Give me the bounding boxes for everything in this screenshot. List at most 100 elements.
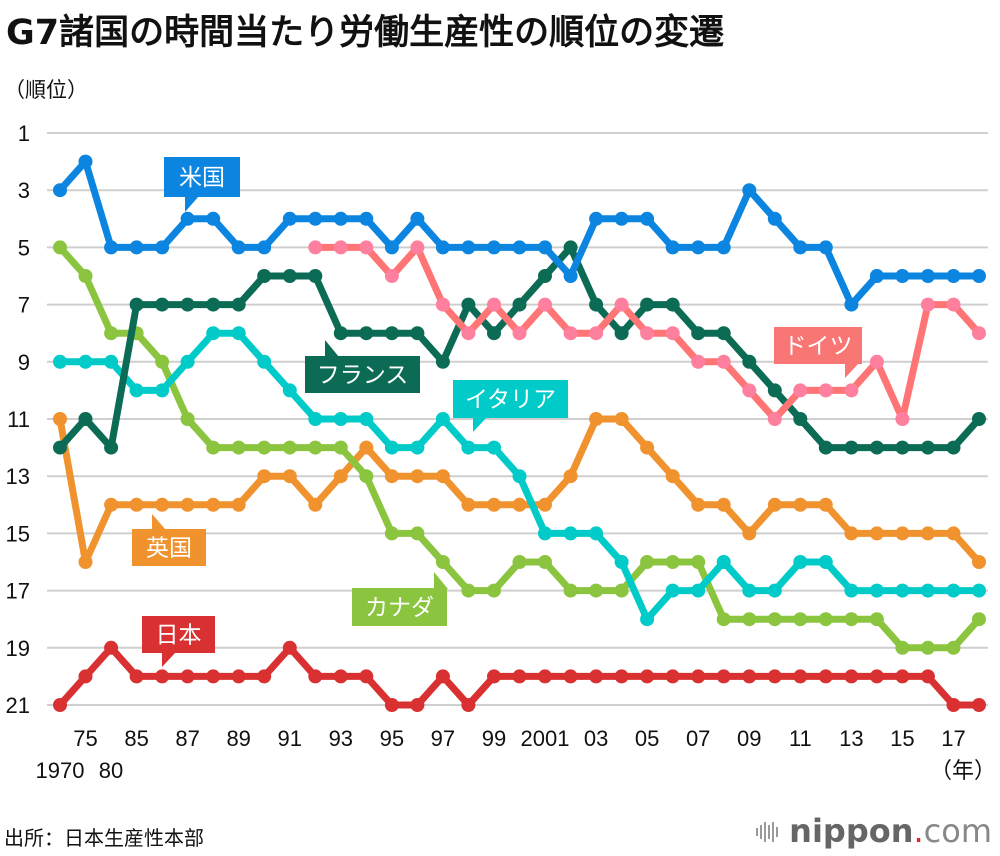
point-france-2013	[844, 440, 859, 455]
point-canada-2001	[538, 555, 552, 569]
series-name: ドイツ	[784, 334, 853, 360]
point-canada-2011	[793, 612, 808, 627]
point-uk-1996	[410, 469, 425, 484]
point-usa-1985	[129, 240, 144, 255]
chart-title: G7諸国の時間当たり労働生産性の順位の変遷	[6, 13, 725, 53]
series-japan	[53, 640, 986, 712]
label-pointer	[185, 196, 199, 212]
point-italy-2015	[895, 583, 910, 598]
point-germany-2003	[589, 326, 604, 341]
point-germany-1999	[487, 297, 501, 312]
y-tick-label: 9	[18, 350, 30, 375]
point-italy-1985	[129, 383, 144, 398]
point-usa-2004	[614, 211, 629, 226]
point-italy-1989	[231, 326, 246, 341]
point-usa-1999	[487, 240, 501, 255]
point-uk-1970	[53, 412, 67, 426]
point-canada-2002	[563, 583, 578, 598]
point-uk-1997	[435, 469, 450, 484]
x-tick-label: 93	[329, 726, 353, 751]
point-france-1987	[180, 297, 195, 312]
point-italy-2006	[665, 583, 680, 598]
point-italy-2017	[946, 583, 961, 598]
point-italy-1998	[461, 440, 476, 455]
point-france-2010	[767, 383, 782, 398]
series-name: 英国	[146, 536, 192, 562]
label-box	[305, 356, 420, 393]
label-box	[142, 616, 215, 653]
logo-main: nippon	[789, 812, 914, 850]
point-germany-2004	[614, 297, 629, 312]
point-france-2018	[972, 412, 986, 426]
point-uk-2004	[614, 412, 629, 426]
point-japan-1994	[359, 669, 374, 684]
point-usa-2006	[665, 240, 680, 255]
point-france-1980	[104, 440, 119, 455]
point-uk-1998	[461, 497, 476, 512]
point-italy-2001	[538, 526, 552, 541]
point-japan-1995	[384, 698, 399, 712]
x-tick-label: 89	[226, 726, 250, 751]
point-germany-1997	[435, 297, 450, 312]
point-japan-2012	[818, 669, 833, 684]
point-japan-1996	[410, 698, 425, 712]
point-uk-2000	[512, 497, 527, 512]
point-japan-2005	[640, 669, 655, 684]
nippon-logo: nippon.com	[755, 812, 992, 852]
point-france-2005	[640, 297, 655, 312]
x-tick-label: 13	[839, 726, 863, 751]
point-germany-2005	[640, 326, 655, 341]
point-usa-2015	[895, 269, 910, 283]
point-canada-2014	[869, 612, 884, 627]
point-uk-2016	[920, 526, 935, 541]
point-germany-2016	[920, 297, 935, 312]
point-germany-2011	[793, 383, 808, 398]
point-japan-1985	[129, 669, 144, 684]
point-germany-2009	[742, 383, 757, 398]
label-box	[132, 529, 206, 566]
point-italy-2012	[818, 555, 833, 569]
point-germany-1995	[384, 269, 399, 283]
label-pointer	[162, 652, 176, 667]
label-germany: ドイツ	[774, 327, 862, 378]
point-italy-1995	[384, 440, 399, 455]
point-italy-2009	[742, 583, 757, 598]
point-italy-1988	[206, 326, 221, 341]
point-canada-2017	[946, 640, 961, 655]
point-italy-2007	[691, 583, 706, 598]
point-canada-2003	[589, 583, 604, 598]
point-canada-1988	[206, 440, 221, 455]
point-uk-2005	[640, 440, 655, 455]
series-name: 米国	[179, 165, 225, 191]
point-france-2015	[895, 440, 910, 455]
point-japan-2014	[869, 669, 884, 684]
point-canada-1986	[155, 354, 170, 369]
series-name: カナダ	[365, 595, 434, 621]
point-usa-2013	[844, 297, 859, 312]
point-usa-2011	[793, 240, 808, 255]
y-tick-label: 11	[7, 407, 30, 432]
label-box	[352, 588, 447, 626]
point-france-2007	[691, 326, 706, 341]
point-france-1975	[78, 412, 93, 426]
label-pointer	[473, 417, 487, 432]
point-france-2012	[818, 440, 833, 455]
point-uk-1991	[282, 469, 297, 484]
point-uk-1992	[308, 497, 323, 512]
x-tick-label: 15	[890, 726, 914, 751]
series-canada	[53, 240, 986, 655]
point-germany-2000	[512, 326, 527, 341]
label-pointer	[325, 340, 339, 357]
point-uk-1989	[231, 497, 246, 512]
point-france-1999	[487, 326, 501, 341]
point-canada-1989	[231, 440, 246, 455]
point-usa-1997	[435, 240, 450, 255]
point-italy-1986	[155, 383, 170, 398]
point-canada-2000	[512, 555, 527, 569]
point-usa-2001	[538, 240, 552, 255]
point-italy-2014	[869, 583, 884, 598]
point-italy-1994	[359, 412, 374, 426]
point-canada-1980	[104, 326, 119, 341]
x-axis-ticks: 75 85 87 89 91 93 95 97 99 2001 03 05 07 09 11 13 15 17 19…	[36, 726, 966, 783]
